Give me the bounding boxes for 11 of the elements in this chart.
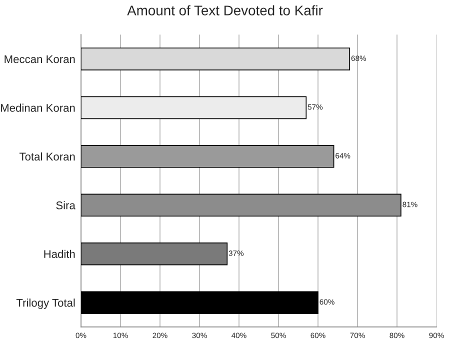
bar — [81, 291, 318, 314]
bar — [81, 145, 334, 168]
y-tick-label: Hadith — [44, 250, 75, 258]
chart-title: Amount of Text Devoted to Kafir — [127, 5, 323, 16]
y-tick-label: Total Koran — [19, 152, 75, 161]
y-tick-label: Meccan Koran — [4, 55, 75, 64]
bar — [81, 48, 350, 70]
bar — [81, 96, 307, 120]
y-tick-label: Medinan Koran — [1, 104, 75, 112]
y-tick-label: Sira — [56, 201, 76, 210]
y-tick-label: Trilogy Total — [16, 298, 75, 309]
